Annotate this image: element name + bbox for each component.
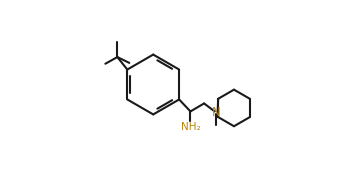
Text: NH₂: NH₂ <box>181 122 200 132</box>
Text: N: N <box>212 106 220 119</box>
